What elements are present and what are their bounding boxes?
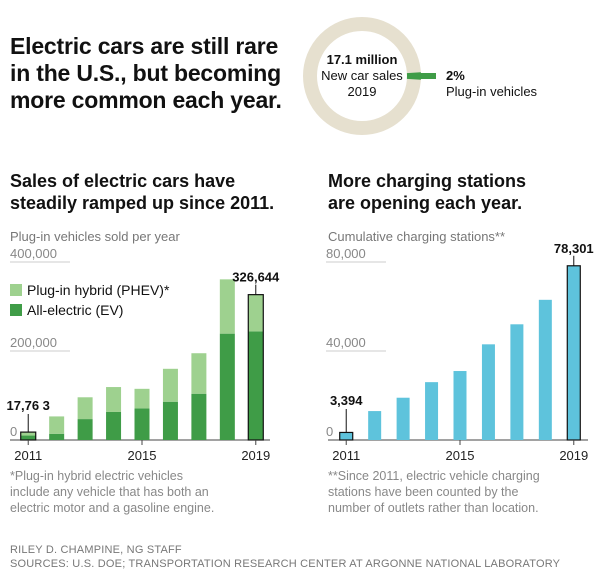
y-tick-label: 200,000 [10,335,57,350]
x-tick-label: 2011 [332,448,360,463]
y-tick-label: 40,000 [326,335,366,350]
left-chart-subtitle: Plug-in vehicles sold per year [10,229,180,244]
bar-segment [106,411,122,440]
bar-segment [219,279,235,334]
credit-sources: SOURCES: U.S. DOE; TRANSPORTATION RESEAR… [10,558,561,570]
bar-segment [162,401,178,440]
donut-callout-pct: 2% [446,68,465,83]
left-footnote-line: include any vehicle that has both an [10,485,209,499]
y-tick-label: 80,000 [326,246,366,261]
left-title-line2: steadily ramped up since 2011. [10,193,275,213]
legend-ev: All-electric (EV) [10,302,123,318]
bar-segment [191,353,207,394]
bar-segment [425,382,439,440]
bar-segment [77,397,93,420]
left-title-line1: Sales of electric cars have [10,171,236,191]
credit: RILEY D. CHAMPINE, NG STAFF SOURCES: U.S… [10,543,560,571]
bar-segment [248,294,264,332]
x-tick-label: 2019 [559,448,588,463]
legend-phev-swatch [10,284,22,296]
bar-segment [538,299,552,440]
bar-segment [134,408,150,440]
bar-segment [567,265,581,440]
right-title-line1: More charging stations [328,171,527,191]
legend-ev-swatch [10,304,22,316]
y-tick-label: 0 [326,424,333,439]
bar-segment [106,387,122,412]
legend-phev: Plug-in hybrid (PHEV)* [10,282,169,298]
donut-label: New car sales [321,68,403,83]
data-label-last: 78,301 [554,241,594,256]
bar-segment [134,388,150,409]
y-tick-label: 0 [10,424,17,439]
x-tick-label: 2015 [128,448,157,463]
right-footnote-line: stations have been counted by the [328,485,519,499]
right-footnote: **Since 2011, electric vehicle charging … [328,468,540,516]
right-footnote-line: number of outlets rather than location. [328,501,539,515]
bar-segment [368,411,382,440]
right-chart-title: More charging stations are opening each … [328,170,526,214]
y-tick-label: 400,000 [10,246,57,261]
credit-byline: RILEY D. CHAMPINE, NG STAFF [10,544,182,556]
bar-segment [49,433,65,440]
x-tick-label: 2015 [446,448,475,463]
bar-segment [396,397,410,440]
donut-value: 17.1 million [326,52,398,67]
donut-year: 2019 [347,84,377,99]
donut-center-text: 17.1 million New car sales 2019 [302,52,422,100]
data-label-first: 3,394 [330,393,363,408]
right-footnote-line: **Since 2011, electric vehicle charging [328,469,540,483]
donut-callout: 2% Plug-in vehicles [446,68,537,100]
data-label-last: 326,644 [232,270,280,285]
bar-segment [219,333,235,440]
bar-segment [453,371,467,440]
right-title-line2: are opening each year. [328,193,523,213]
donut-callout-label: Plug-in vehicles [446,84,538,99]
x-tick-label: 2011 [14,448,42,463]
bar-segment [77,419,93,440]
legend-phev-label: Plug-in hybrid (PHEV)* [27,282,170,298]
left-footnote: *Plug-in hybrid electric vehicles includ… [10,468,214,516]
left-chart-title: Sales of electric cars have steadily ram… [10,170,274,214]
bar-segment [20,435,36,440]
bar-segment [162,368,178,402]
left-footnote-line: electric motor and a gasoline engine. [10,501,215,515]
left-footnote-line: *Plug-in hybrid electric vehicles [10,469,183,483]
legend-ev-label: All-electric (EV) [27,302,124,318]
bar-segment [339,432,353,440]
bar-segment [49,416,65,434]
page-headline: Electric cars are still rare in the U.S.… [10,33,282,113]
bar-segment [191,393,207,440]
x-tick-label: 2019 [241,448,270,463]
bar-segment [510,324,524,440]
data-label-first: 17,76 3 [7,398,50,413]
bar-segment [248,331,264,440]
right-chart-subtitle: Cumulative charging stations** [328,229,506,244]
bar-segment [20,432,36,436]
bar-segment [481,344,495,440]
